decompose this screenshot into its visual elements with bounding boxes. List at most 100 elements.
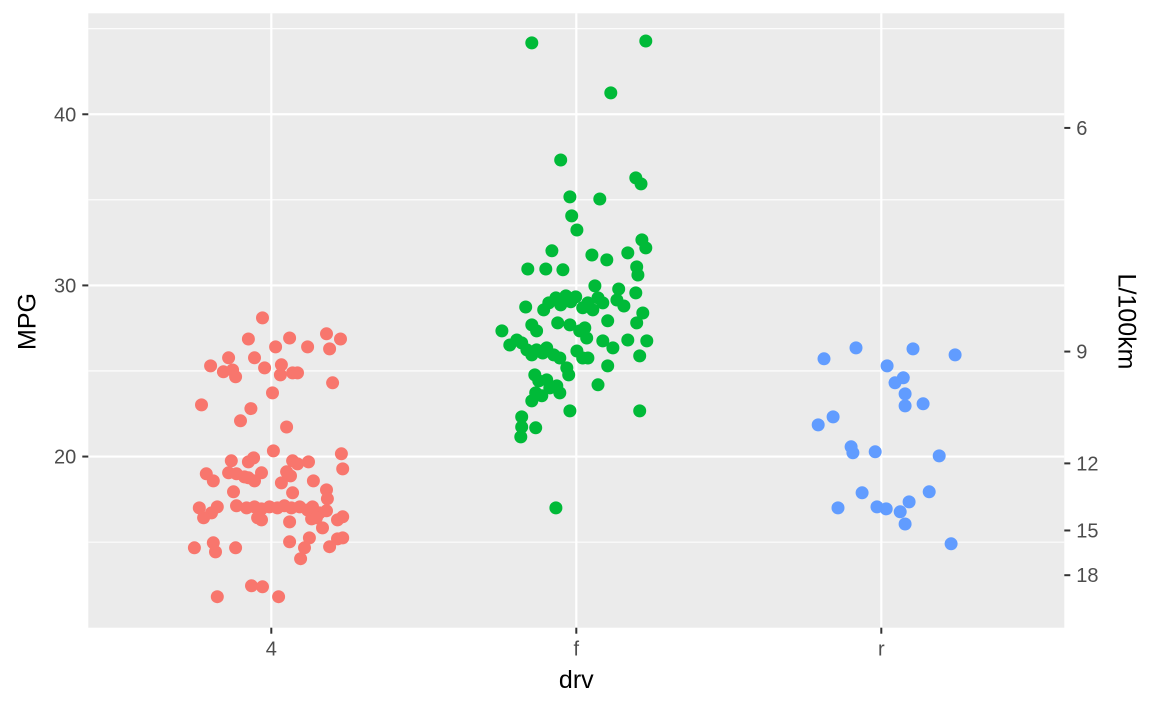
data-point: [916, 397, 930, 411]
data-point: [570, 223, 584, 237]
data-point: [336, 510, 350, 524]
data-point: [596, 334, 610, 348]
data-point: [515, 410, 529, 424]
tick-label: 6: [1076, 118, 1087, 140]
data-point: [636, 306, 650, 320]
data-point: [554, 153, 568, 167]
data-point: [826, 410, 840, 424]
data-point: [309, 511, 323, 525]
data-point: [588, 279, 602, 293]
data-point: [606, 341, 620, 355]
y-axis-title-right: L/100km: [1112, 273, 1141, 369]
data-point: [255, 466, 268, 480]
data-point: [932, 449, 946, 463]
data-point: [581, 351, 595, 365]
data-point: [273, 368, 287, 382]
data-point: [563, 404, 577, 418]
data-point: [944, 537, 958, 551]
data-point: [334, 332, 347, 346]
data-point: [323, 342, 337, 356]
data-point: [569, 290, 583, 304]
data-point: [621, 333, 635, 347]
data-point: [565, 209, 579, 223]
data-point: [197, 511, 211, 525]
data-point: [617, 299, 631, 313]
data-point: [639, 241, 653, 255]
data-point: [283, 331, 297, 345]
data-point: [563, 318, 577, 332]
data-point: [525, 36, 539, 50]
data-point: [209, 545, 222, 559]
data-point: [593, 192, 607, 206]
data-point: [206, 474, 220, 488]
data-point: [630, 316, 644, 330]
data-point: [258, 361, 272, 375]
data-point: [294, 552, 308, 566]
data-point: [893, 505, 907, 519]
data-point: [316, 521, 329, 535]
data-point: [229, 370, 243, 384]
tick-label: 9: [1076, 342, 1087, 364]
data-point: [291, 457, 304, 471]
data-point: [578, 321, 592, 335]
data-point: [336, 531, 350, 545]
data-point: [302, 455, 315, 469]
tick-label: 4: [266, 639, 277, 661]
data-point: [187, 541, 201, 555]
data-point: [604, 86, 618, 100]
data-point: [601, 359, 615, 373]
data-point: [556, 263, 570, 277]
data-point: [272, 590, 286, 604]
data-point: [898, 399, 912, 413]
data-point: [320, 504, 333, 518]
data-point: [525, 394, 539, 408]
data-point: [234, 414, 247, 428]
data-point: [336, 462, 350, 476]
tick-label: 30: [54, 275, 76, 297]
data-point: [580, 331, 594, 345]
tick-label: r: [878, 639, 885, 661]
data-point: [241, 332, 255, 346]
data-point: [629, 286, 643, 300]
data-point: [906, 342, 920, 356]
tick-label: 40: [54, 104, 76, 126]
data-point: [515, 420, 529, 434]
data-point: [879, 502, 893, 516]
data-point: [326, 376, 340, 390]
data-point: [222, 351, 236, 365]
data-point: [306, 474, 320, 488]
data-point: [519, 300, 533, 314]
data-point: [586, 303, 600, 317]
data-point: [248, 351, 261, 365]
data-point: [539, 262, 553, 276]
data-point: [291, 366, 304, 380]
data-point: [634, 177, 648, 191]
data-point: [549, 501, 563, 515]
data-point: [612, 282, 626, 296]
data-point: [280, 420, 294, 434]
data-point: [855, 486, 869, 500]
data-point: [868, 445, 882, 459]
data-point: [302, 531, 316, 545]
data-point: [631, 268, 645, 282]
data-point: [298, 541, 311, 555]
data-point: [640, 334, 654, 348]
data-point: [514, 430, 528, 444]
data-point: [320, 492, 334, 506]
data-point: [621, 246, 635, 260]
data-point: [224, 454, 238, 468]
data-point: [902, 495, 916, 509]
tick-label: 12: [1076, 453, 1098, 475]
data-point: [553, 386, 567, 400]
tick-label: 20: [54, 447, 76, 469]
data-point: [266, 386, 279, 400]
data-point: [283, 535, 297, 549]
data-point: [286, 486, 300, 500]
data-point: [922, 485, 936, 499]
data-point: [192, 501, 206, 515]
data-point: [529, 421, 543, 435]
data-point: [255, 513, 268, 527]
data-point: [601, 314, 615, 328]
